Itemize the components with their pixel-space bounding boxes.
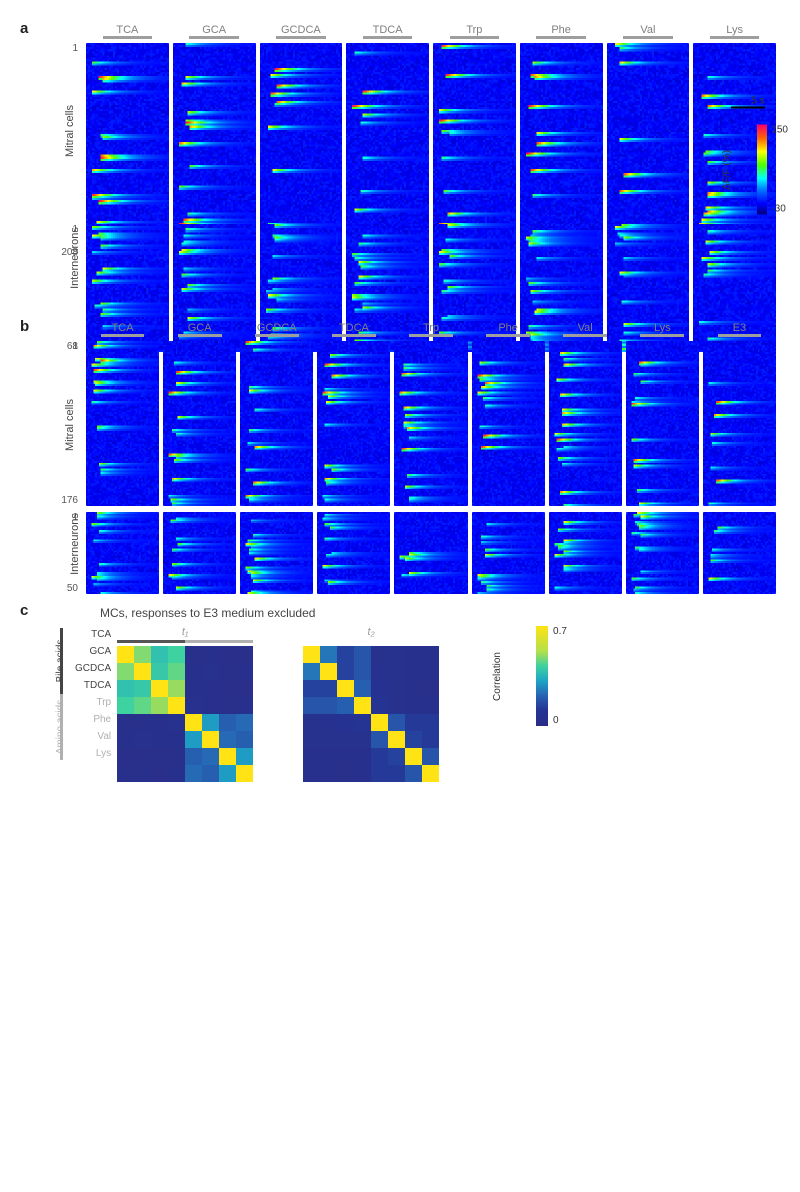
stim-val: Val xyxy=(607,24,690,43)
panel-c-label: c xyxy=(20,602,28,619)
panel-c: c MCs, responses to E3 medium excluded B… xyxy=(24,606,776,782)
panel-b: b TCA GCA GCDCA TDCA Trp Phe Val Lys E3 … xyxy=(24,322,776,570)
stim-header-a: TCA GCA GCDCA TDCA Trp Phe Val Lys xyxy=(48,24,776,43)
deltaf-label: ΔF/F (%) xyxy=(722,149,733,189)
stim-trp: Trp xyxy=(433,24,516,43)
mitral-cells-label: Mitral cells xyxy=(64,105,76,157)
scalebar-5s xyxy=(731,107,765,109)
interneurons-label: Interneurons xyxy=(69,227,81,289)
panel-c-title: MCs, responses to E3 medium excluded xyxy=(100,606,776,620)
stim-phe: Phe xyxy=(520,24,603,43)
panel-b-label: b xyxy=(20,318,29,335)
panel-a-label: a xyxy=(20,20,28,37)
corr-y-axis: Bile acids Amino acids TCA GCA GCDCA TDC… xyxy=(60,626,111,762)
panel-a-side: 5 s ΔF/F (%) 150 -30 xyxy=(707,96,788,215)
corr-matrix-t1 xyxy=(117,646,253,782)
dff-colorbar xyxy=(757,125,767,215)
corr-t1: t₁ xyxy=(117,626,253,782)
corr-matrix-t2 xyxy=(303,646,439,782)
stim-gcdca: GCDCA xyxy=(260,24,343,43)
stim-gca: GCA xyxy=(173,24,256,43)
panel-a: a TCA GCA GCDCA TDCA Trp Phe Val Lys 1 2… xyxy=(24,24,776,286)
stim-header-b: TCA GCA GCDCA TDCA Trp Phe Val Lys E3 xyxy=(48,322,776,341)
stim-tdca: TDCA xyxy=(346,24,429,43)
corr-t2: t₂ xyxy=(303,626,439,782)
stim-lys: Lys xyxy=(693,24,776,43)
stim-tca: TCA xyxy=(86,24,169,43)
corr-colorbar: Correlation 0.7 0 xyxy=(473,626,567,726)
